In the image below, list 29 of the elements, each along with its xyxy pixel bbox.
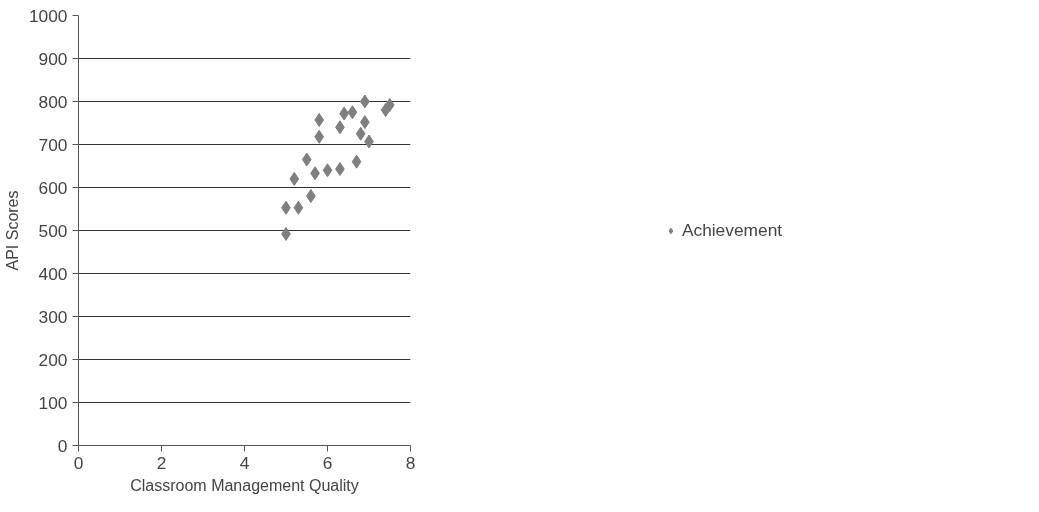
point (347, 105, 358, 120)
x-tick-label: 4 (239, 452, 250, 473)
y-axis-title: API Scores (3, 190, 21, 271)
y-tick-label: 1000 (28, 5, 68, 26)
y-tick-label: 600 (38, 177, 68, 198)
x-tick-label: 8 (405, 452, 416, 473)
point (384, 97, 395, 112)
y-tick-label: 700 (38, 134, 68, 155)
y-tick-label: 100 (38, 392, 68, 413)
point (289, 171, 300, 186)
x-axis-title: Classroom Management Quality (130, 476, 359, 494)
y-tick-label: 400 (38, 263, 68, 284)
point (314, 112, 325, 127)
x-tick-label: 0 (73, 452, 84, 473)
legend-label: Achievement (681, 219, 783, 241)
y-tick-label: 900 (38, 48, 68, 69)
point (351, 154, 362, 169)
x-tick-label: 2 (156, 452, 167, 473)
y-tick-label: 0 (57, 435, 68, 456)
x-tick-label: 6 (322, 452, 333, 473)
point (322, 163, 333, 178)
point (293, 200, 304, 215)
y-tick-label: 800 (38, 91, 68, 112)
y-tick-label: 200 (38, 349, 68, 370)
point (355, 126, 366, 141)
point (301, 152, 312, 167)
y-tick-label: 500 (38, 220, 68, 241)
y-tick-label: 300 (38, 306, 68, 327)
point (314, 129, 325, 144)
